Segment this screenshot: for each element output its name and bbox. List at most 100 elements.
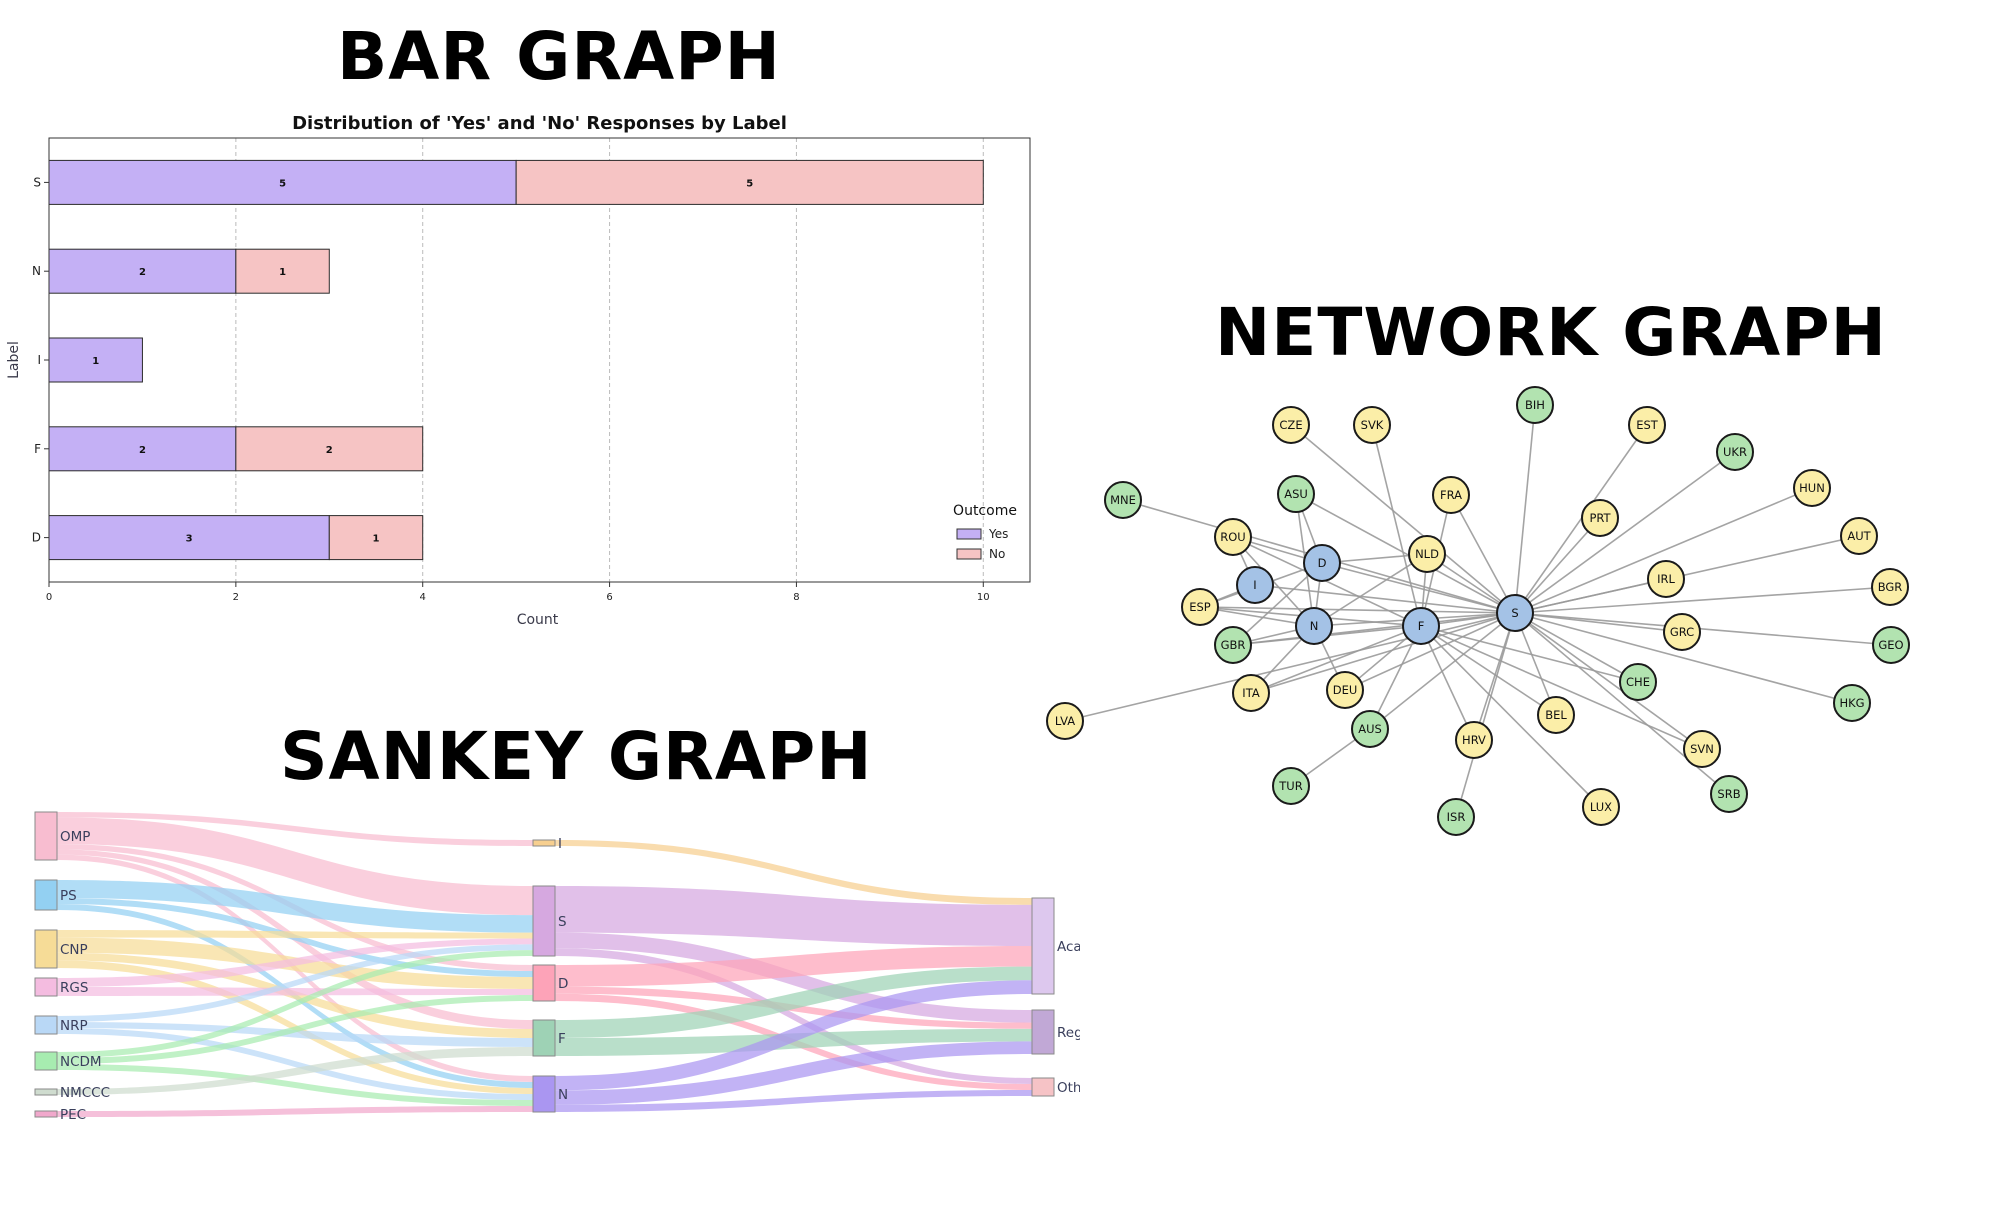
bar-no-label: 2 xyxy=(326,445,333,456)
sankey-node xyxy=(1031,1077,1055,1097)
sankey-node-label: Aca xyxy=(1057,939,1080,955)
network-node-label: LUX xyxy=(1590,800,1612,814)
legend-title: Outcome xyxy=(953,503,1017,519)
y-tick-label: S xyxy=(33,175,41,189)
bar-yes xyxy=(48,515,330,561)
y-axis-label: Label xyxy=(6,341,22,379)
network-node xyxy=(1295,607,1333,645)
sankey-node-label: I xyxy=(558,836,562,852)
network-edge xyxy=(1514,487,1813,614)
sankey-link xyxy=(57,1064,533,1106)
network-edge xyxy=(1369,625,1422,730)
network-node-label: I xyxy=(1253,578,1256,592)
network-edge xyxy=(1514,612,1639,683)
sankey-link xyxy=(555,946,1032,987)
network-edge xyxy=(1514,612,1683,633)
sankey-node xyxy=(532,839,556,847)
network-node-label: BEL xyxy=(1545,708,1567,722)
bar-no xyxy=(515,159,984,205)
network-node xyxy=(1277,475,1315,513)
network-node xyxy=(1581,499,1619,537)
network-node xyxy=(1326,671,1364,709)
network-node-label: S xyxy=(1511,606,1518,620)
legend-swatch xyxy=(956,548,982,560)
network-node-label: N xyxy=(1310,619,1319,633)
network-node-label: TUR xyxy=(1278,779,1302,793)
network-node-label: HKG xyxy=(1839,696,1864,710)
sankey-link xyxy=(555,948,1032,1084)
network-node xyxy=(1582,788,1620,826)
network-node xyxy=(1496,594,1534,632)
network-node xyxy=(1872,626,1910,664)
network-node-label: MNE xyxy=(1110,493,1136,507)
network-node xyxy=(1647,560,1685,598)
sankey-node xyxy=(532,1075,556,1113)
x-tick-label: 4 xyxy=(420,592,426,603)
network-node xyxy=(1871,568,1909,606)
sankey-node xyxy=(34,879,58,911)
network-edge xyxy=(1232,536,1422,627)
network-node xyxy=(1437,798,1475,836)
network-node-label: BIH xyxy=(1525,398,1545,412)
sankey-node xyxy=(34,977,58,997)
sankey-node-label: RGS xyxy=(60,980,88,996)
sankey-link xyxy=(57,1022,533,1047)
legend-swatch xyxy=(956,528,982,540)
network-node xyxy=(1455,721,1493,759)
sankey-link xyxy=(57,995,533,1064)
y-tick-label: F xyxy=(34,442,41,456)
bar-yes-label: 3 xyxy=(186,534,193,545)
network-node xyxy=(1833,684,1871,722)
sankey-link xyxy=(555,980,1032,1091)
network-edge xyxy=(1321,562,1516,614)
network-node-label: CHE xyxy=(1626,675,1650,689)
sankey-node xyxy=(34,1051,58,1071)
network-edge xyxy=(1290,424,1516,614)
network-node-label: ISR xyxy=(1447,810,1466,824)
network-edge xyxy=(1514,612,1892,646)
sankey-node-label: PEC xyxy=(60,1107,86,1123)
sankey-link xyxy=(555,1090,1032,1112)
network-node xyxy=(1214,518,1252,556)
sankey-link xyxy=(555,886,1032,946)
plot-frame xyxy=(48,137,1031,583)
sankey-link xyxy=(57,1106,533,1117)
network-node-label: UKR xyxy=(1723,445,1747,459)
network-node-label: CZE xyxy=(1279,418,1302,432)
network-node xyxy=(1272,767,1310,805)
network-node xyxy=(1046,702,1084,740)
network-node-label: ITA xyxy=(1242,686,1260,700)
sankey-links xyxy=(57,812,1032,1117)
network-edge xyxy=(1254,584,1516,614)
network-edge xyxy=(1371,424,1422,627)
sankey-node xyxy=(34,811,58,861)
network-graph: S F N D I CZE SVK BIH EST UKR HUN AUT BGR GEO HKG MNE AS… xyxy=(1046,386,1910,836)
network-node-label: AUT xyxy=(1847,529,1871,543)
sankey-graph-heading: SANKEY GRAPH xyxy=(280,718,873,795)
bar-yes-label: 1 xyxy=(92,356,99,367)
bar-yes xyxy=(48,159,517,205)
bar-no-label: 5 xyxy=(746,178,753,189)
sankey-node xyxy=(532,964,556,1002)
bar-yes-label: 5 xyxy=(279,178,286,189)
sankey-node xyxy=(34,1110,58,1118)
network-edge xyxy=(1514,451,1736,614)
network-edge xyxy=(1420,625,1639,683)
network-node-label: NLD xyxy=(1415,547,1439,561)
network-node xyxy=(1663,613,1701,651)
network-node-label: IRL xyxy=(1657,572,1675,586)
network-edge xyxy=(1199,606,1516,614)
sankey-link xyxy=(57,930,533,939)
network-node-label: F xyxy=(1418,619,1425,633)
network-node-label: HUN xyxy=(1799,481,1825,495)
x-axis-label: Count xyxy=(517,612,559,628)
network-node xyxy=(1232,674,1270,712)
network-node-label: EST xyxy=(1636,418,1659,432)
network-edge xyxy=(1313,553,1428,627)
network-edge xyxy=(1420,625,1602,808)
sankey-node-label: F xyxy=(558,1031,566,1047)
network-node-label: SRB xyxy=(1717,787,1740,801)
bar-no xyxy=(235,426,424,472)
network-edge xyxy=(1232,562,1323,646)
